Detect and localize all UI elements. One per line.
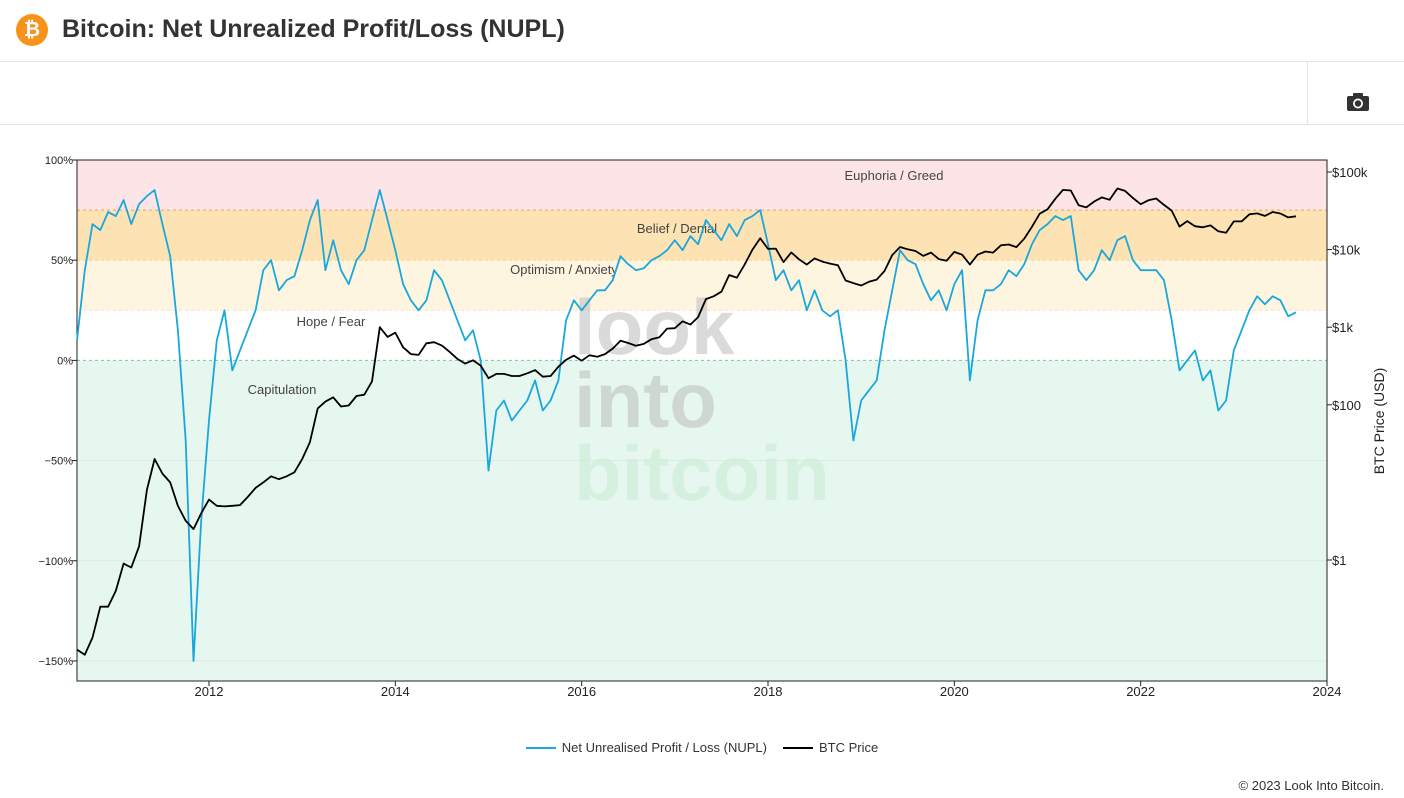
btc-price-line xyxy=(76,187,1297,656)
legend-label-nupl: Net Unrealised Profit / Loss (NUPL) xyxy=(561,740,767,755)
zone-band xyxy=(77,360,1327,681)
y2-tick-label: $10k xyxy=(1332,243,1361,258)
x-tick-label: 2020 xyxy=(940,684,969,699)
page-title: Bitcoin: Net Unrealized Profit/Loss (NUP… xyxy=(62,15,565,43)
y-tick-label: −100% xyxy=(38,556,73,568)
watermark-text: into xyxy=(574,356,717,444)
zone-label: Hope / Fear xyxy=(297,314,366,329)
y-tick-label: 0% xyxy=(57,355,73,367)
zone-band xyxy=(77,260,1327,311)
camera-icon[interactable] xyxy=(1346,92,1370,112)
y2-tick-label: $100 xyxy=(1332,398,1361,413)
legend-item-btc-price[interactable]: BTC Price xyxy=(782,740,879,755)
x-tick-label: 2022 xyxy=(1126,684,1155,699)
watermark-text: bitcoin xyxy=(574,429,830,517)
chart-toolbar xyxy=(0,62,1404,125)
zone-label: Belief / Denial xyxy=(637,221,717,236)
x-tick-label: 2024 xyxy=(1313,684,1342,699)
legend-swatch-nupl xyxy=(525,746,556,749)
y2-tick-label: $100k xyxy=(1332,165,1368,180)
nupl-line xyxy=(76,189,1297,662)
legend-label-btc-price: BTC Price xyxy=(818,740,879,755)
x-tick-label: 2012 xyxy=(195,684,224,699)
chart-legend: Net Unrealised Profit / Loss (NUPL) BTC … xyxy=(0,740,1404,755)
zone-band xyxy=(77,310,1327,361)
toolbar-divider xyxy=(1307,62,1308,124)
y-tick-label: 100% xyxy=(45,155,73,167)
y2-axis-label: BTC Price (USD) xyxy=(1371,368,1387,475)
y2-tick-label: $1k xyxy=(1332,320,1353,335)
y2-tick-label: $1 xyxy=(1332,553,1346,568)
bitcoin-logo-icon: ₿ xyxy=(16,14,48,46)
x-tick-label: 2014 xyxy=(381,684,410,699)
legend-item-nupl[interactable]: Net Unrealised Profit / Loss (NUPL) xyxy=(525,740,767,755)
x-tick-label: 2016 xyxy=(567,684,596,699)
plot-frame xyxy=(76,159,1328,682)
y-tick-label: 50% xyxy=(51,255,73,267)
header: ₿ Bitcoin: Net Unrealized Profit/Loss (N… xyxy=(0,0,1404,62)
zone-label: Optimism / Anxiety xyxy=(510,262,618,277)
zone-band xyxy=(77,210,1327,261)
y-tick-label: −50% xyxy=(45,456,74,468)
zone-band xyxy=(77,160,1327,211)
zone-label: Euphoria / Greed xyxy=(844,168,943,183)
copyright-text: © 2023 Look Into Bitcoin. xyxy=(1238,778,1384,793)
legend-swatch-btc-price xyxy=(782,746,813,749)
zone-label: Capitulation xyxy=(248,382,317,397)
y-tick-label: −150% xyxy=(38,656,73,668)
x-tick-label: 2018 xyxy=(754,684,783,699)
